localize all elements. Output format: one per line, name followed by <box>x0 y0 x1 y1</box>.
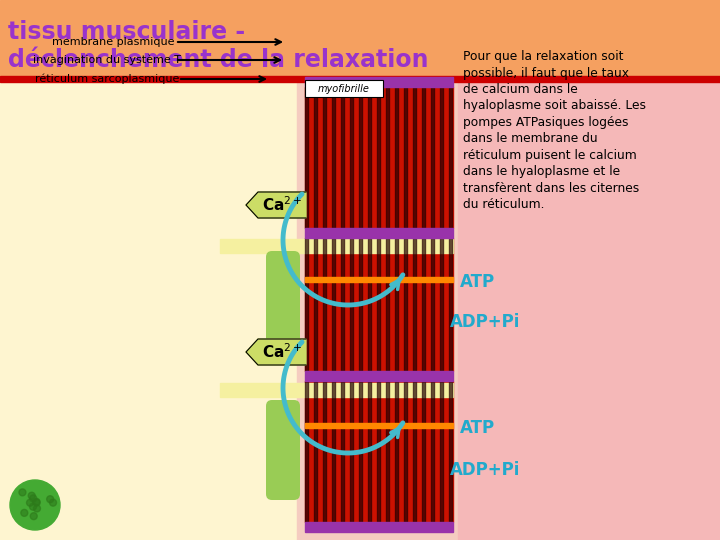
Bar <box>314 87 317 228</box>
Bar <box>386 238 389 371</box>
Bar <box>314 238 317 371</box>
Bar <box>359 238 362 371</box>
Bar <box>220 239 453 253</box>
Bar <box>431 238 434 371</box>
Circle shape <box>33 505 40 512</box>
Bar <box>0 0 720 77</box>
Bar <box>386 87 389 228</box>
Bar <box>449 238 452 371</box>
Circle shape <box>21 509 28 516</box>
Bar <box>368 381 371 522</box>
Circle shape <box>33 498 40 505</box>
Text: myofibrille: myofibrille <box>318 84 370 93</box>
Text: déclenchement de la relaxation: déclenchement de la relaxation <box>8 48 428 72</box>
Bar <box>332 87 335 228</box>
Bar <box>404 381 407 522</box>
Bar <box>305 228 453 238</box>
Bar <box>341 238 344 371</box>
Bar <box>305 277 453 282</box>
Bar <box>449 381 452 522</box>
Circle shape <box>19 489 26 496</box>
Bar <box>404 238 407 371</box>
Circle shape <box>50 499 57 506</box>
Bar <box>305 381 308 522</box>
Bar <box>0 82 297 540</box>
Bar <box>341 381 344 522</box>
Bar <box>377 87 380 228</box>
Text: invagination du système T: invagination du système T <box>33 55 181 65</box>
Bar <box>323 87 326 228</box>
Bar <box>297 82 720 540</box>
Text: Pour que la relaxation soit
possible, il faut que le taux
de calcium dans le
hya: Pour que la relaxation soit possible, il… <box>463 50 646 212</box>
Bar <box>305 238 453 371</box>
Text: tissu musculaire -: tissu musculaire - <box>8 20 245 44</box>
Bar <box>323 381 326 522</box>
Bar <box>323 238 326 371</box>
Bar <box>404 87 407 228</box>
Bar <box>305 87 453 228</box>
Bar <box>0 76 720 82</box>
Bar <box>395 238 398 371</box>
Bar <box>431 381 434 522</box>
Text: ATP: ATP <box>460 419 495 437</box>
FancyBboxPatch shape <box>266 400 300 500</box>
Bar <box>368 87 371 228</box>
Bar <box>422 87 425 228</box>
Bar <box>359 87 362 228</box>
Text: Ca$^{2+}$: Ca$^{2+}$ <box>262 195 302 214</box>
Bar <box>368 238 371 371</box>
Bar <box>377 238 380 371</box>
FancyBboxPatch shape <box>305 80 383 97</box>
Bar <box>422 381 425 522</box>
Circle shape <box>27 500 34 506</box>
Bar <box>305 371 453 381</box>
Polygon shape <box>246 192 306 218</box>
Bar <box>440 381 443 522</box>
Bar <box>395 87 398 228</box>
Bar <box>305 381 453 522</box>
Bar <box>314 381 317 522</box>
FancyBboxPatch shape <box>266 251 300 358</box>
Bar <box>413 87 416 228</box>
Bar <box>305 77 453 87</box>
Bar <box>305 238 308 371</box>
Text: réticulum sarcoplasmique: réticulum sarcoplasmique <box>35 74 179 84</box>
Bar <box>377 381 380 522</box>
Bar <box>350 238 353 371</box>
Bar <box>431 87 434 228</box>
Text: membrane plasmique: membrane plasmique <box>52 37 174 47</box>
Circle shape <box>10 480 60 530</box>
Bar <box>458 82 720 540</box>
Bar <box>305 423 453 428</box>
Text: ADP+Pi: ADP+Pi <box>450 313 521 331</box>
Bar <box>305 87 308 228</box>
Circle shape <box>33 499 40 506</box>
Bar <box>220 383 453 397</box>
Bar <box>350 87 353 228</box>
Bar <box>332 381 335 522</box>
Bar <box>440 238 443 371</box>
Text: Ca$^{2+}$: Ca$^{2+}$ <box>262 343 302 361</box>
Bar <box>422 238 425 371</box>
Bar <box>413 381 416 522</box>
Circle shape <box>30 495 37 502</box>
Text: ATP: ATP <box>460 273 495 291</box>
Bar <box>332 238 335 371</box>
Bar <box>413 238 416 371</box>
Polygon shape <box>246 339 306 365</box>
Bar <box>341 87 344 228</box>
Circle shape <box>47 496 54 503</box>
Circle shape <box>28 492 35 499</box>
Bar <box>449 87 452 228</box>
Bar <box>305 522 453 532</box>
Circle shape <box>30 503 37 510</box>
Bar <box>350 381 353 522</box>
Circle shape <box>30 512 37 519</box>
Text: ADP+Pi: ADP+Pi <box>450 461 521 479</box>
Bar <box>386 381 389 522</box>
Bar <box>395 381 398 522</box>
Bar <box>359 381 362 522</box>
Bar <box>440 87 443 228</box>
